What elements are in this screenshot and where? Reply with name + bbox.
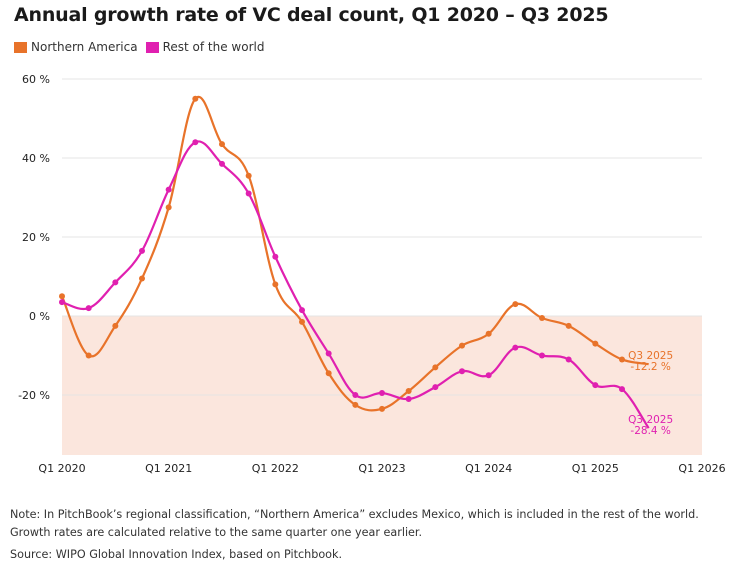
legend-label-northern-america: Northern America — [31, 40, 138, 54]
data-point-rest-of-world[interactable] — [139, 247, 145, 254]
end-label-period-rest-of-world: Q3 2025 — [628, 414, 673, 426]
x-tick-label: Q1 2026 — [678, 462, 725, 475]
end-label-period-northern-america: Q3 2025 — [628, 350, 673, 362]
end-label-value-rest-of-world: -28.4 % — [630, 425, 671, 437]
legend: Northern America Rest of the world — [14, 40, 264, 54]
data-point-rest-of-world[interactable] — [192, 139, 199, 146]
data-point-northern-america[interactable] — [539, 314, 545, 321]
data-point-rest-of-world[interactable] — [245, 190, 252, 197]
data-point-northern-america[interactable] — [192, 95, 199, 102]
data-point-northern-america[interactable] — [592, 340, 599, 347]
data-point-northern-america[interactable] — [325, 370, 332, 377]
data-point-northern-america[interactable] — [619, 356, 625, 363]
legend-item-northern-america[interactable]: Northern America — [14, 40, 138, 54]
data-point-rest-of-world[interactable] — [299, 307, 305, 314]
data-point-northern-america[interactable] — [59, 293, 65, 300]
data-point-northern-america[interactable] — [379, 405, 385, 412]
chart-title: Annual growth rate of VC deal count, Q1 … — [14, 4, 609, 26]
data-point-rest-of-world[interactable] — [352, 392, 359, 398]
data-point-rest-of-world[interactable] — [379, 390, 385, 397]
data-point-rest-of-world[interactable] — [405, 395, 412, 402]
data-point-northern-america[interactable] — [112, 322, 119, 329]
data-point-northern-america[interactable] — [352, 401, 359, 408]
footnote: Note: In PitchBook’s regional classifica… — [10, 508, 699, 539]
y-tick-label: 0 % — [29, 310, 50, 323]
data-point-rest-of-world[interactable] — [459, 368, 465, 375]
data-point-rest-of-world[interactable] — [619, 386, 625, 393]
data-point-rest-of-world[interactable] — [85, 305, 92, 312]
data-point-rest-of-world[interactable] — [272, 253, 279, 260]
x-tick-label: Q1 2021 — [145, 462, 192, 475]
data-point-northern-america[interactable] — [219, 141, 225, 148]
data-point-northern-america[interactable] — [245, 172, 252, 179]
data-point-rest-of-world[interactable] — [325, 350, 332, 357]
data-point-rest-of-world[interactable] — [219, 160, 225, 167]
data-point-northern-america[interactable] — [459, 342, 465, 349]
x-tick-label: Q1 2023 — [358, 462, 405, 475]
data-point-rest-of-world[interactable] — [512, 344, 519, 351]
line-chart: 60 % 40 % 20 % 0 % -20 % Q1 2020 Q1 2021 Q1 202… — [18, 73, 726, 475]
data-point-northern-america[interactable] — [512, 301, 519, 308]
data-point-rest-of-world[interactable] — [592, 382, 599, 389]
x-tick-label: Q1 2020 — [38, 462, 85, 475]
y-tick-label: -20 % — [18, 389, 50, 402]
data-point-northern-america[interactable] — [405, 388, 412, 395]
data-point-rest-of-world[interactable] — [565, 356, 572, 363]
legend-item-rest-of-world[interactable]: Rest of the world — [145, 40, 265, 54]
data-point-northern-america[interactable] — [165, 204, 172, 211]
data-point-northern-america[interactable] — [485, 330, 492, 337]
y-tick-label: 20 % — [22, 231, 50, 244]
data-point-rest-of-world[interactable] — [432, 384, 439, 391]
data-point-northern-america[interactable] — [85, 352, 92, 359]
data-point-rest-of-world[interactable] — [112, 279, 119, 286]
data-point-northern-america[interactable] — [299, 318, 305, 325]
x-tick-label: Q1 2022 — [252, 462, 299, 475]
y-tick-label: 60 % — [22, 73, 50, 86]
legend-swatch-rest-of-world — [145, 41, 159, 53]
end-label-value-northern-america: -12.2 % — [630, 361, 671, 373]
source-note: Source: WIPO Global Innovation Index, ba… — [10, 548, 343, 561]
data-point-northern-america[interactable] — [139, 275, 145, 282]
data-point-rest-of-world[interactable] — [165, 186, 172, 193]
data-point-northern-america[interactable] — [432, 364, 439, 371]
data-point-northern-america[interactable] — [565, 322, 572, 329]
legend-label-rest-of-world: Rest of the world — [162, 40, 265, 54]
x-tick-label: Q1 2024 — [465, 462, 512, 475]
series-line-northern-america — [60, 95, 649, 412]
y-tick-label: 40 % — [22, 152, 50, 165]
data-point-rest-of-world[interactable] — [485, 372, 492, 379]
data-point-northern-america[interactable] — [272, 281, 279, 288]
x-tick-label: Q1 2025 — [572, 462, 619, 475]
data-point-rest-of-world[interactable] — [539, 352, 545, 359]
data-point-rest-of-world[interactable] — [59, 299, 65, 306]
legend-swatch-northern-america — [14, 41, 27, 53]
